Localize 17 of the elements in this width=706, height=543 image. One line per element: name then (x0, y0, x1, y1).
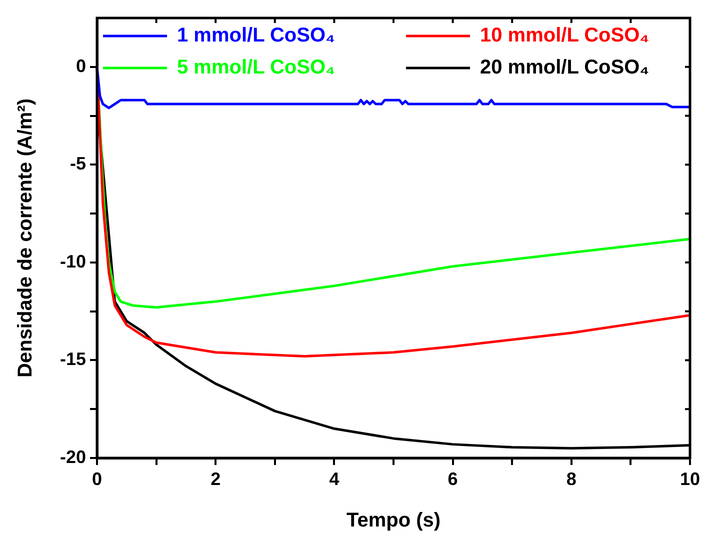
legend-label: 1 mmol/L CoSO₄ (177, 24, 336, 47)
x-tick-label: 2 (210, 468, 221, 489)
y-tick-label: -15 (60, 349, 86, 370)
x-axis-title: Tempo (s) (346, 510, 441, 532)
y-tick-label: 0 (76, 56, 86, 76)
y-axis-title: Densidade de corrente (A/m²) (14, 98, 37, 378)
x-tick-label: 8 (566, 468, 576, 489)
x-tick-label: 10 (680, 468, 700, 489)
x-tick-label: 4 (329, 468, 340, 489)
y-tick-label: -10 (60, 251, 86, 272)
legend-label: 20 mmol/L CoSO₄ (480, 56, 650, 79)
legend-label: 10 mmol/L CoSO₄ (480, 24, 650, 47)
x-tick-label: 6 (448, 468, 458, 489)
y-tick-label: -20 (60, 446, 86, 467)
x-tick-label: 0 (92, 468, 102, 489)
legend-label: 5 mmol/L CoSO₄ (177, 56, 336, 79)
y-tick-label: -5 (70, 154, 86, 174)
